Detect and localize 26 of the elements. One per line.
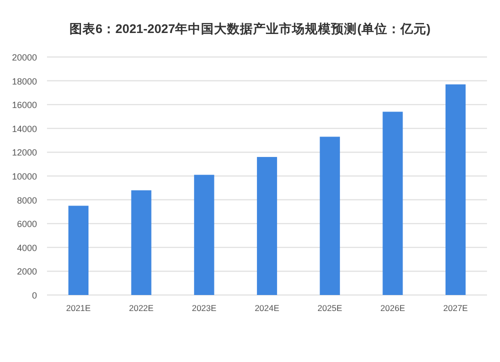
bar <box>68 206 88 295</box>
bar <box>256 156 278 295</box>
x-tick-label: 2027E <box>443 303 468 313</box>
y-tick-label: 4000 <box>16 242 37 253</box>
x-tick-label: 2024E <box>254 303 280 313</box>
bar <box>194 174 214 295</box>
y-tick-label: 12000 <box>12 148 37 158</box>
x-tick-label: 2023E <box>192 303 217 313</box>
x-tick-label: 2025E <box>318 303 342 313</box>
chart-title: 图表6：2021-2027年中国大数据产业市场规模预测(单位：亿元) <box>69 21 431 36</box>
y-tick-label: 8000 <box>16 195 37 206</box>
y-tick-label: 20000 <box>12 52 37 62</box>
bar <box>320 136 340 295</box>
x-tick-label: 2021E <box>66 303 92 313</box>
bar <box>382 112 403 295</box>
y-tick-label: 2000 <box>16 266 37 277</box>
y-tick-label: 18000 <box>12 76 37 86</box>
bar <box>446 84 466 295</box>
y-tick-label: 10000 <box>12 172 37 182</box>
x-tick-label: 2022E <box>128 303 154 313</box>
y-tick-label: 6000 <box>16 219 37 230</box>
y-tick-label: 16000 <box>12 100 37 110</box>
x-tick-label: 2026E <box>380 303 406 313</box>
y-tick-label: 0 <box>32 290 37 300</box>
y-tick-label: 14000 <box>12 124 37 134</box>
bar <box>131 190 152 295</box>
